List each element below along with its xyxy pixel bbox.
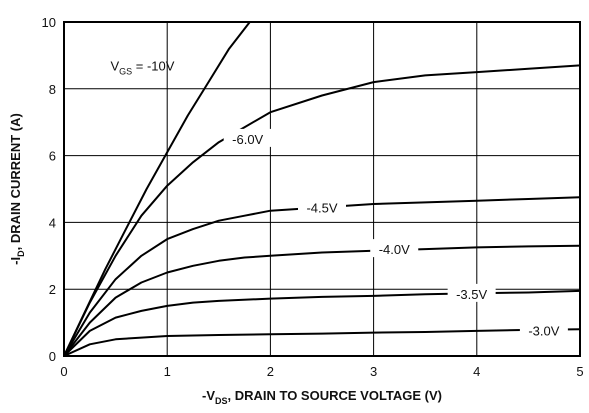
series-label: -3.0V [528,323,559,338]
series-line [63,328,581,357]
series-label: VGS = -10V [110,58,174,76]
y-tick-label: 8 [49,82,56,97]
x-axis-title: -VDS, DRAIN TO SOURCE VOLTAGE (V) [202,388,442,406]
series-label: -4.0V [379,242,410,257]
series-line [63,21,251,357]
label-background [519,320,568,339]
label-background [298,197,346,216]
label-background [447,283,496,302]
x-tick-label: 4 [473,364,480,379]
series-label: -4.5V [306,200,337,215]
tick-labels: 0 1 2 3 4 5 0 2 4 6 8 10 [42,15,584,379]
x-tick-label: 3 [370,364,377,379]
x-tick-label: 0 [60,364,67,379]
series-line [63,244,581,357]
y-axis-title: -ID, DRAIN CURRENT (A) [8,113,26,265]
y-tick-label: 0 [49,349,56,364]
y-tick-label: 6 [49,149,56,164]
label-background [370,239,419,258]
series-label: -3.5V [456,287,487,302]
series-line [63,289,581,357]
y-tick-label: 2 [49,282,56,297]
series-line [63,196,581,357]
x-tick-label: 2 [267,364,274,379]
y-tick-label: 10 [42,15,56,30]
y-tick-label: 4 [49,215,56,230]
x-tick-label: 1 [164,364,171,379]
series-line [63,64,581,357]
curve-labels: VGS = -10V -6.0V -4.5V -4.0V -3.5V -3.0V [110,58,568,339]
series-label: -6.0V [232,132,263,147]
label-background [223,128,272,147]
grid [64,22,580,356]
x-tick-label: 5 [576,364,583,379]
plot-frame [63,21,581,357]
